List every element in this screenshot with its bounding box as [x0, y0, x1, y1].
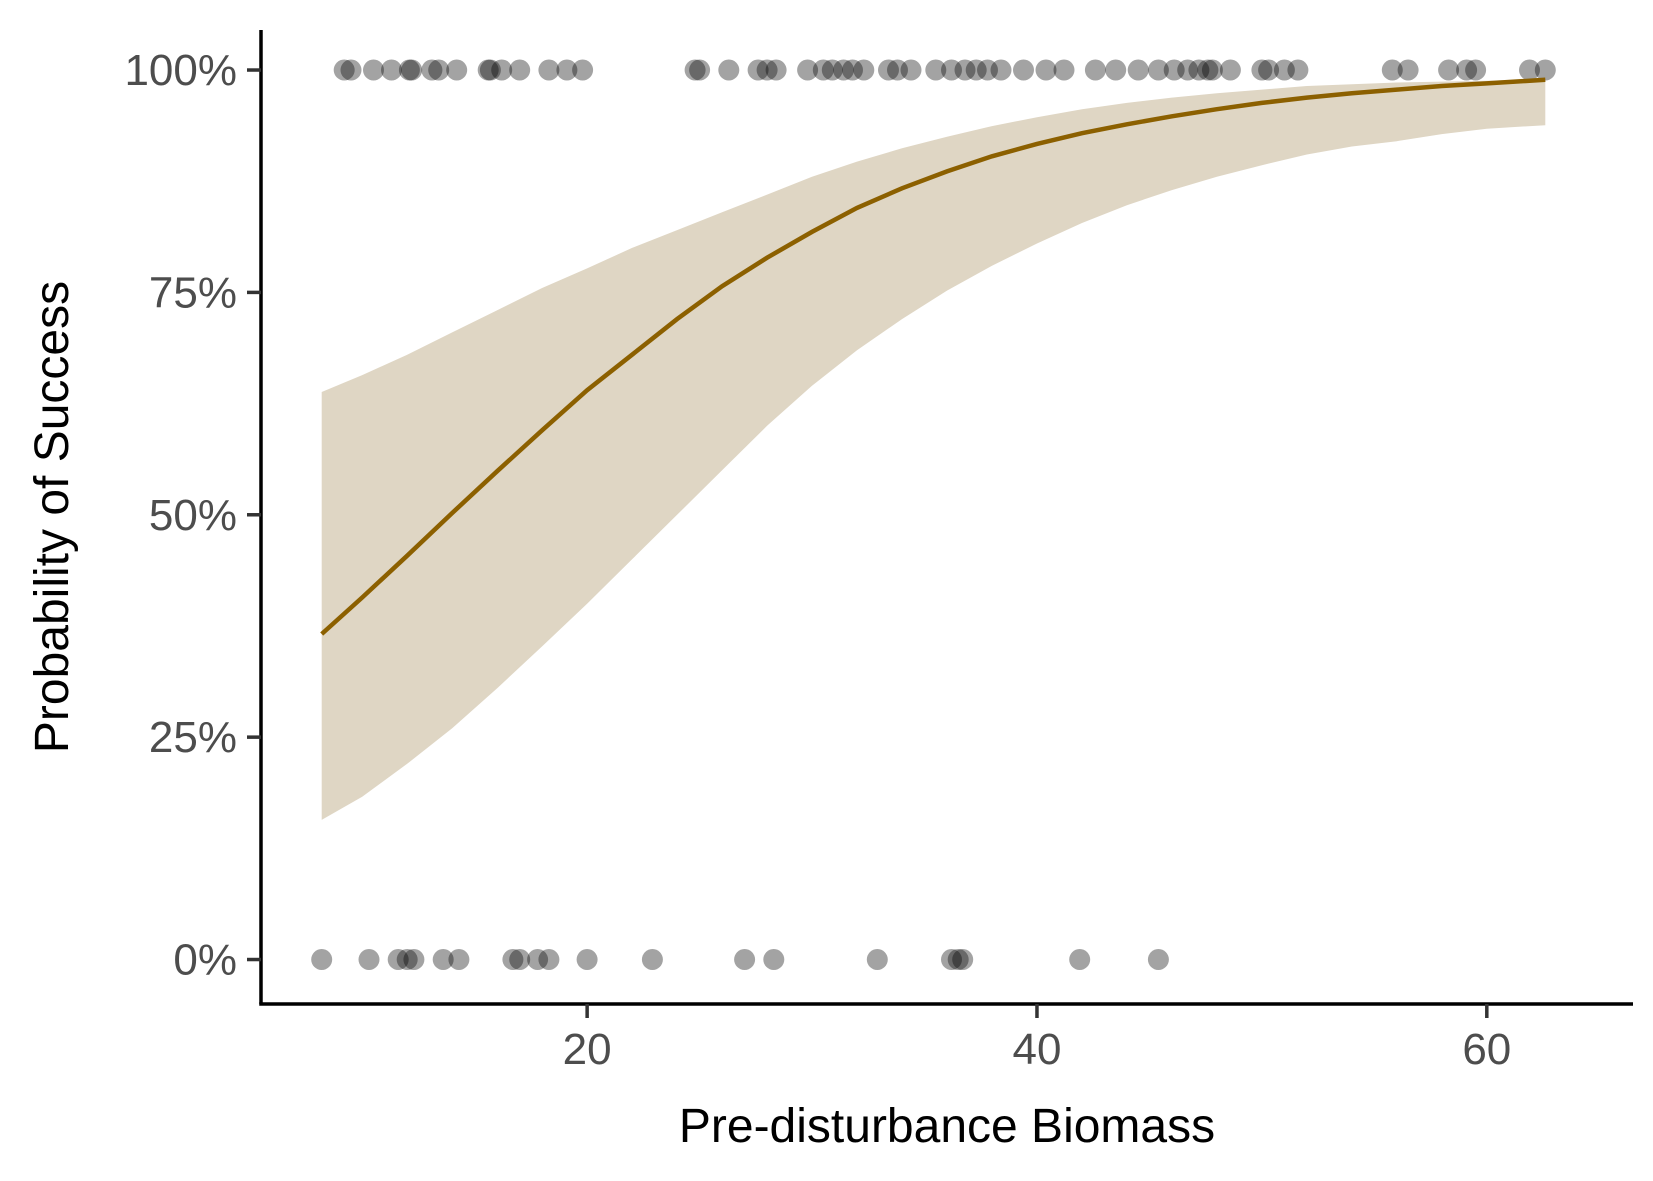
y-tick-label: 100% [124, 46, 237, 95]
data-point [1177, 59, 1199, 81]
data-point [446, 59, 468, 81]
data-point [887, 59, 908, 81]
data-point [1147, 949, 1169, 970]
data-point [747, 59, 769, 81]
data-point [1258, 59, 1280, 81]
data-point [576, 949, 598, 970]
data-point [477, 59, 499, 81]
x-tick-label: 40 [1012, 1025, 1061, 1074]
y-tick-label: 50% [149, 491, 237, 540]
data-point [387, 949, 409, 970]
data-point [479, 59, 501, 81]
data-point [432, 949, 454, 970]
data-point [1197, 59, 1219, 81]
data-point [833, 59, 854, 81]
data-point [941, 949, 962, 970]
data-point [1053, 59, 1075, 81]
fit-line [320, 77, 1546, 636]
data-point [734, 949, 756, 970]
data-point [538, 59, 560, 81]
y-tick-label: 75% [149, 268, 237, 317]
data-point [1013, 59, 1034, 81]
data-point [641, 949, 663, 970]
data-point [866, 949, 888, 970]
data-point [1127, 59, 1149, 81]
data-point [311, 949, 333, 970]
data-point [1201, 59, 1223, 81]
data-point [509, 949, 531, 970]
data-point [1534, 59, 1556, 81]
data-point [797, 59, 819, 81]
data-point [1456, 59, 1478, 81]
data-point [363, 59, 384, 81]
data-point [900, 59, 922, 81]
data-points [311, 59, 1556, 970]
data-point [1397, 59, 1419, 81]
data-point [878, 59, 899, 81]
data-point [381, 59, 402, 81]
data-point [421, 59, 443, 81]
data-point [954, 59, 976, 81]
x-tick-label: 60 [1462, 1025, 1511, 1074]
y-tick-label: 0% [173, 936, 237, 985]
data-point [1251, 59, 1273, 81]
data-point [401, 59, 423, 81]
data-point [502, 949, 524, 970]
data-point [1381, 59, 1403, 81]
data-point [952, 949, 974, 970]
data-point [572, 59, 594, 81]
data-point [765, 59, 787, 81]
y-tick-label: 25% [149, 713, 237, 762]
data-point [925, 59, 947, 81]
data-point [538, 949, 560, 970]
x-axis-ticks: 20 40 60 [563, 1004, 1511, 1074]
x-tick-label: 20 [563, 1025, 612, 1074]
data-point [398, 59, 420, 81]
data-point [821, 59, 843, 81]
data-point [1219, 59, 1241, 81]
x-axis-title: Pre-disturbance Biomass [679, 1100, 1215, 1153]
data-point [403, 949, 425, 970]
data-point [527, 949, 549, 970]
data-point [1069, 949, 1091, 970]
data-point [333, 59, 355, 81]
data-point [965, 59, 987, 81]
data-point [1035, 59, 1057, 81]
data-point [718, 59, 740, 81]
data-point [812, 59, 834, 81]
data-point [684, 59, 706, 81]
data-point [340, 59, 362, 81]
data-point [1105, 59, 1127, 81]
y-axis-ticks: 0% 25% 50% 75% 100% [124, 46, 261, 985]
data-point [756, 59, 778, 81]
data-point [1287, 59, 1309, 81]
data-point [448, 949, 470, 970]
data-point [358, 949, 380, 970]
data-point [1147, 59, 1169, 81]
data-point [853, 59, 875, 81]
data-point [990, 59, 1012, 81]
data-point [1438, 59, 1460, 81]
data-point [509, 59, 531, 81]
data-point [556, 59, 578, 81]
data-point [1084, 59, 1106, 81]
data-point [977, 59, 998, 81]
data-point [947, 949, 969, 970]
data-point [763, 949, 785, 970]
data-point [941, 59, 962, 81]
data-point [1188, 59, 1210, 81]
data-point [396, 949, 418, 970]
data-point [1273, 59, 1295, 81]
data-point [842, 59, 863, 81]
plot-area [311, 59, 1556, 970]
data-point [1519, 59, 1540, 81]
data-point [428, 59, 450, 81]
y-axis-title: Probability of Success [26, 281, 79, 753]
confidence-ribbon [321, 78, 1546, 820]
data-point [689, 59, 711, 81]
data-point [1163, 59, 1185, 81]
data-point [491, 59, 513, 81]
data-point [1465, 59, 1487, 81]
